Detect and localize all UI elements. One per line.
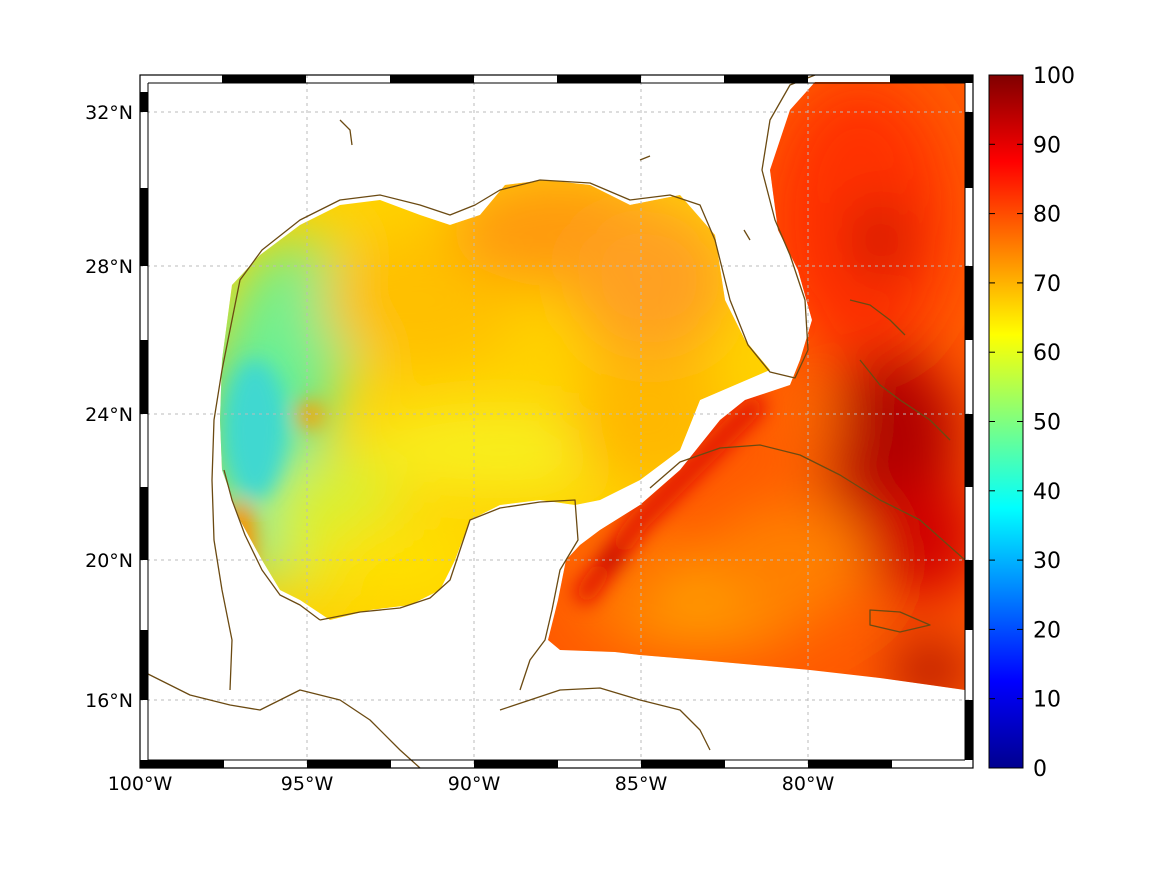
lat-tick-label: 28°N [85,256,133,278]
lat-tick-label: 16°N [85,690,133,712]
lon-tick-label: 90°W [448,773,501,795]
colorbar-tick-label: 50 [1033,411,1061,436]
map-frame [139,74,974,769]
colorbar-tick-label: 70 [1033,272,1061,297]
colorbar-tick-label: 10 [1033,688,1061,713]
lat-tick-label: 32°N [85,102,133,124]
colorbar-tick-label: 20 [1033,618,1061,643]
lon-tick-label: 95°W [281,773,334,795]
graticule [140,75,973,768]
colorbar-tick-label: 100 [1033,64,1075,89]
lon-tick-labels: 100°W 95°W 90°W 85°W 80°W [108,773,835,795]
lat-tick-label: 20°N [85,550,133,572]
colorbar-tick-label: 30 [1033,549,1061,574]
colorbar-tick-label: 60 [1033,341,1061,366]
colorbar-tick-label: 40 [1033,480,1061,505]
lon-tick-label: 80°W [782,773,835,795]
gulf-field [220,180,770,620]
lat-tick-labels: 32°N 28°N 24°N 20°N 16°N [85,102,133,712]
colorbar-tick-label: 0 [1033,757,1047,782]
lon-tick-label: 85°W [615,773,668,795]
coastlines [140,75,966,768]
colorbar-tick-label: 80 [1033,203,1061,228]
lon-tick-label: 100°W [108,773,173,795]
lat-tick-label: 24°N [85,404,133,426]
colorbar-tick-label: 90 [1033,133,1061,158]
